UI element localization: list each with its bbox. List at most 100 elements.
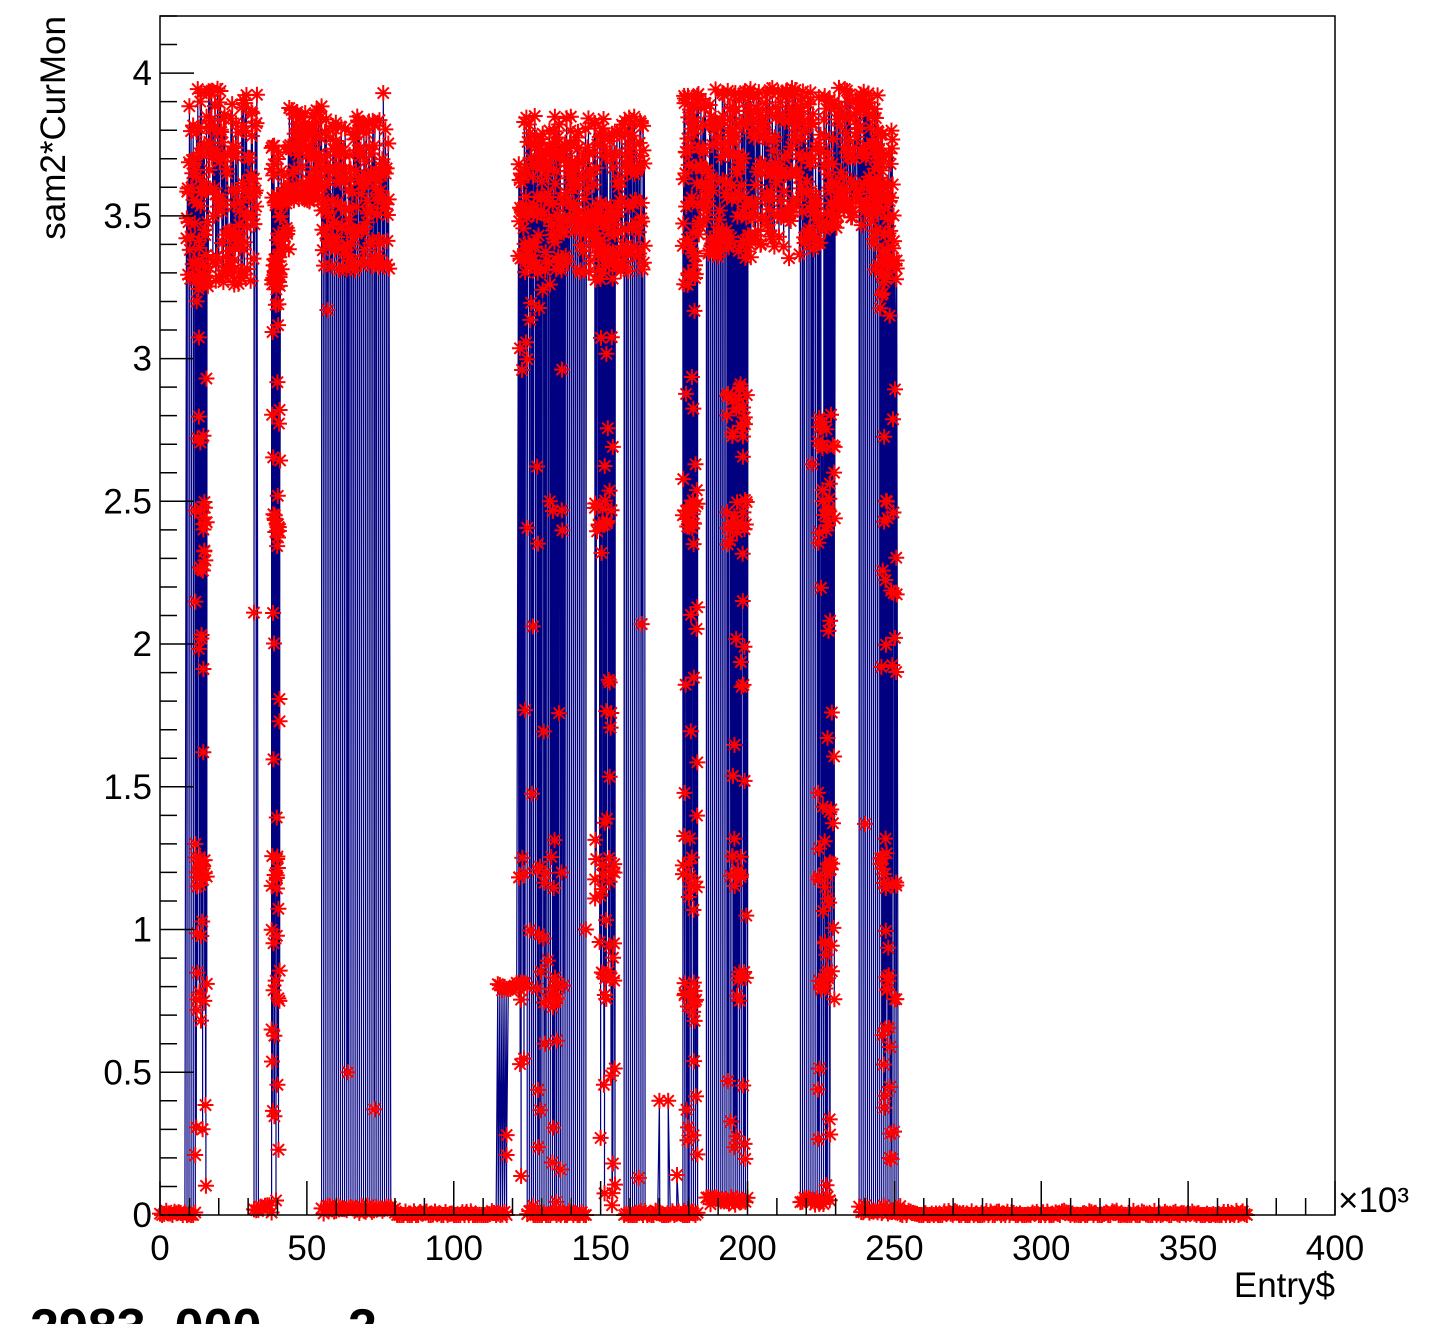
marker-stroke — [238, 96, 252, 110]
marker-stroke — [199, 1098, 212, 1112]
data-point — [535, 723, 552, 740]
marker-stroke — [189, 837, 202, 851]
data-point — [513, 991, 530, 1008]
data-point — [595, 110, 612, 127]
marker-stroke — [217, 198, 231, 211]
data-point — [270, 296, 287, 313]
marker-stroke — [271, 489, 285, 503]
marker-stroke — [193, 95, 207, 108]
marker-stroke — [188, 1206, 202, 1219]
data-point — [245, 250, 262, 267]
data-point — [241, 149, 258, 166]
data-point — [513, 1167, 530, 1184]
data-point — [196, 494, 213, 511]
data-point — [514, 849, 531, 866]
data-point — [265, 604, 282, 621]
data-point — [536, 994, 553, 1011]
marker-stroke — [272, 250, 286, 264]
data-point — [269, 487, 286, 504]
marker-stroke — [270, 852, 284, 866]
data-point — [194, 1121, 211, 1138]
marker-stroke — [269, 525, 282, 539]
marker-stroke — [268, 1109, 281, 1123]
data-point — [201, 162, 218, 179]
data-point — [265, 449, 282, 466]
marker-stroke — [243, 151, 257, 165]
marker-stroke — [199, 228, 212, 242]
marker-stroke — [193, 863, 206, 876]
data-point — [191, 861, 208, 878]
data-point — [188, 293, 205, 310]
data-point — [264, 406, 281, 423]
marker-stroke — [266, 1104, 280, 1118]
marker-stroke — [272, 275, 286, 289]
marker-stroke — [195, 632, 208, 645]
marker-stroke — [212, 96, 226, 109]
marker-stroke — [220, 167, 234, 180]
data-point — [198, 975, 215, 992]
data-point — [532, 1102, 549, 1119]
data-point — [187, 836, 204, 853]
marker-stroke — [271, 531, 285, 544]
marker-stroke — [273, 692, 286, 706]
data-point — [198, 868, 215, 885]
marker-stroke — [190, 880, 204, 893]
marker-stroke — [270, 811, 284, 824]
data-point — [212, 83, 229, 100]
marker-stroke — [271, 318, 285, 332]
marker-stroke — [230, 184, 244, 198]
marker-stroke — [267, 753, 280, 766]
marker-stroke — [214, 125, 228, 139]
data-point — [530, 535, 547, 552]
data-point — [530, 1139, 547, 1156]
marker-stroke — [270, 882, 284, 895]
marker-stroke — [272, 902, 285, 916]
data-point — [247, 182, 264, 199]
marker-stroke — [273, 403, 286, 417]
data-point — [248, 86, 265, 103]
marker-stroke — [190, 295, 203, 308]
data-point — [269, 850, 286, 867]
marker-stroke — [194, 199, 208, 213]
data-point — [526, 108, 543, 125]
marker-stroke — [184, 230, 197, 244]
marker-stroke — [266, 606, 280, 620]
data-point — [193, 561, 210, 578]
marker-stroke — [188, 217, 202, 230]
marker-stroke — [224, 224, 237, 237]
data-point — [270, 415, 287, 432]
data-point — [266, 507, 283, 524]
data-point — [545, 880, 562, 897]
data-point — [265, 935, 282, 952]
marker-stroke — [267, 637, 281, 650]
marker-stroke — [265, 1206, 278, 1219]
data-point — [562, 108, 579, 125]
marker-stroke — [204, 136, 218, 150]
marker-stroke — [272, 417, 286, 430]
marker-stroke — [228, 253, 242, 267]
data-point — [190, 640, 207, 657]
data-point — [193, 630, 210, 647]
marker-stroke — [267, 139, 281, 152]
data-point — [544, 502, 561, 519]
data-point — [511, 340, 528, 357]
marker-stroke — [218, 108, 231, 122]
marker-stroke — [192, 121, 205, 134]
data-point — [264, 1102, 281, 1119]
data-point — [266, 635, 283, 652]
marker-stroke — [192, 331, 206, 344]
marker-stroke — [199, 1179, 213, 1193]
data-point — [266, 867, 283, 884]
marker-stroke — [199, 248, 213, 262]
marker-stroke — [271, 375, 284, 389]
data-point — [519, 351, 536, 368]
marker-stroke — [216, 136, 229, 149]
marker-stroke — [266, 451, 280, 464]
data-point — [197, 1177, 214, 1194]
marker-stroke — [272, 992, 285, 1005]
data-point — [548, 1032, 565, 1049]
data-point — [248, 115, 265, 132]
marker-stroke — [200, 515, 214, 529]
data-point — [271, 962, 288, 979]
marker-stroke — [240, 88, 253, 102]
